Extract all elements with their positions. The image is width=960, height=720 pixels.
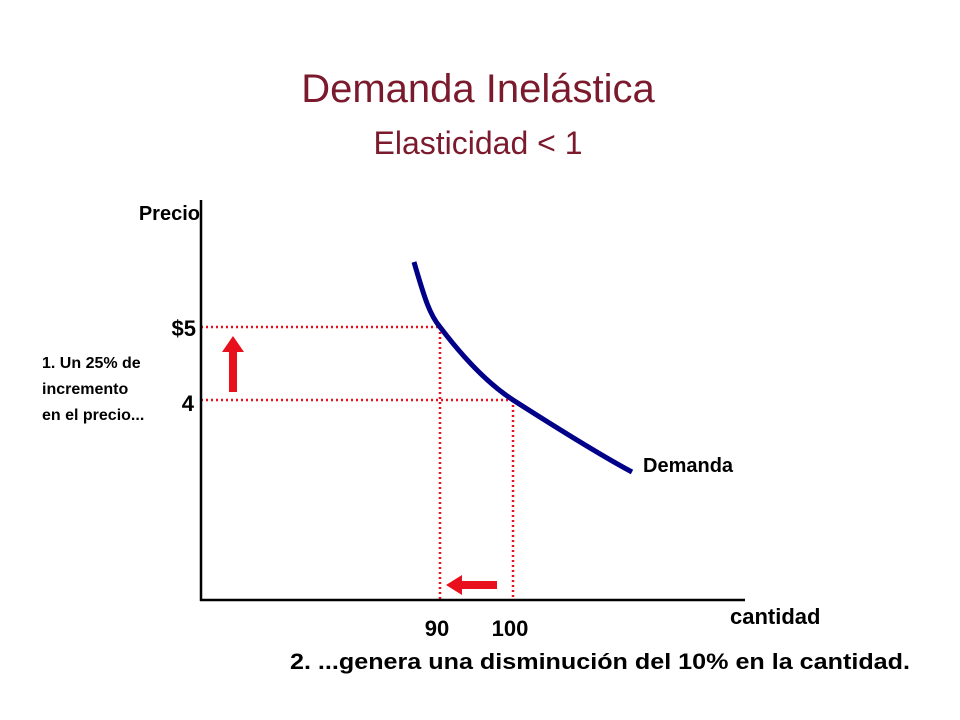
- demand-curve: [411, 261, 634, 475]
- guide-lines: [201, 325, 515, 600]
- title: Demanda Inelástica: [301, 67, 655, 111]
- left-arrow: [446, 575, 497, 595]
- up-arrow: [222, 336, 244, 392]
- x-axis-label: cantidad: [730, 604, 820, 629]
- subtitle: Elasticidad < 1: [373, 125, 582, 161]
- curve-label: Demanda: [643, 455, 734, 477]
- annotation: incremento: [42, 381, 128, 398]
- annotation: en el precio...: [42, 407, 144, 424]
- quantity-tick: 100: [492, 616, 529, 641]
- quantity-tick: 90: [425, 616, 449, 641]
- price-tick: 4: [182, 391, 195, 416]
- annotation: 2. ...genera una disminución del 10% en …: [290, 649, 910, 674]
- y-axis-label: Precio: [139, 203, 200, 225]
- annotation: 1. Un 25% de: [42, 355, 141, 372]
- price-tick: $5: [172, 316, 196, 341]
